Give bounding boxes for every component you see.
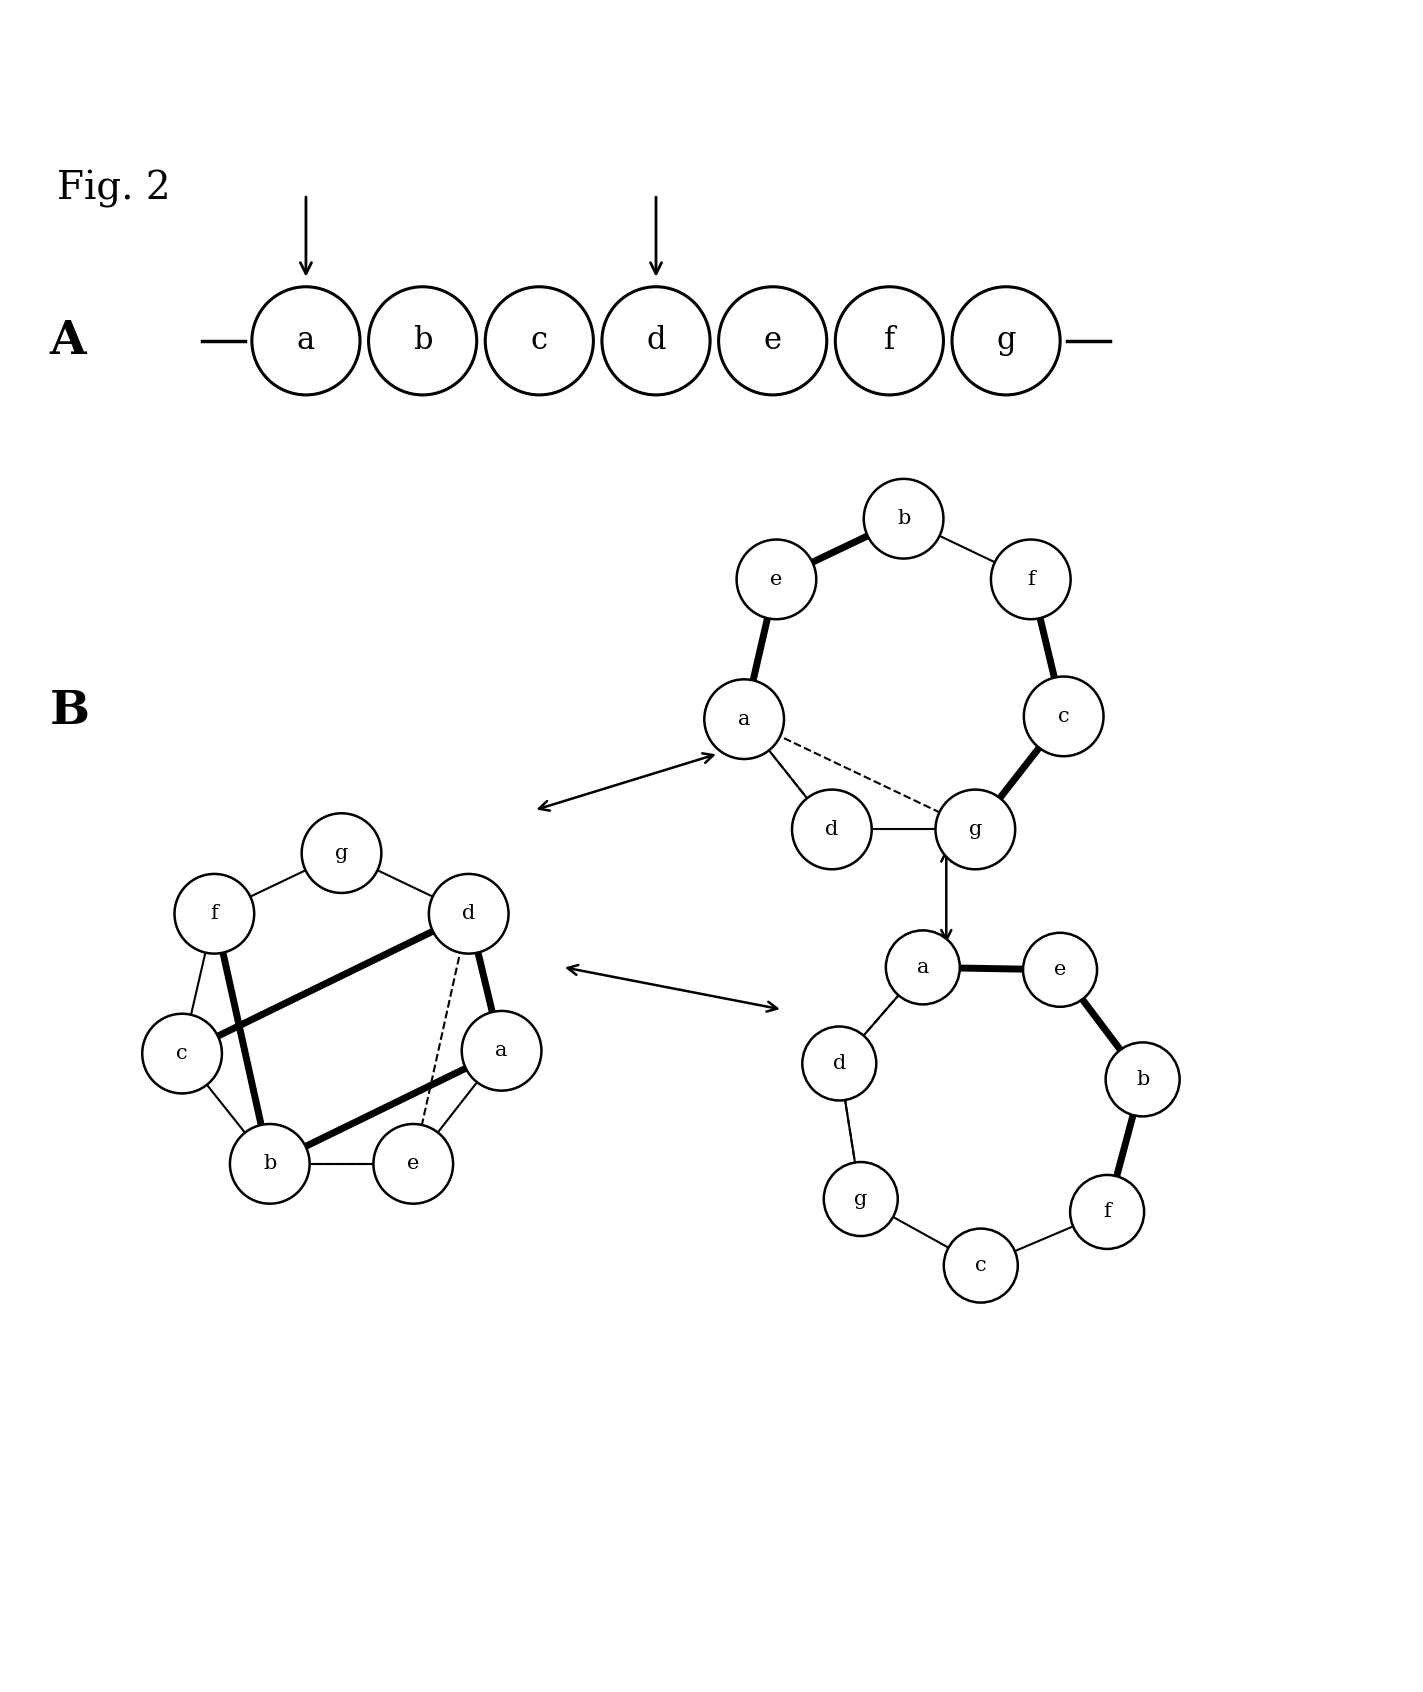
Circle shape <box>142 1014 222 1093</box>
Text: e: e <box>770 570 783 589</box>
Text: Fig. 2: Fig. 2 <box>57 171 171 208</box>
Circle shape <box>1023 677 1103 756</box>
Circle shape <box>864 479 943 558</box>
Circle shape <box>887 931 961 1005</box>
Circle shape <box>943 1228 1017 1303</box>
Text: b: b <box>1136 1069 1150 1090</box>
Text: c: c <box>531 325 548 357</box>
Circle shape <box>704 678 784 760</box>
Circle shape <box>175 875 255 954</box>
Text: f: f <box>211 904 218 924</box>
Text: g: g <box>334 844 349 863</box>
Circle shape <box>824 1162 898 1237</box>
Text: d: d <box>832 1054 845 1073</box>
Text: b: b <box>413 325 433 357</box>
Text: g: g <box>969 821 982 839</box>
Circle shape <box>602 286 710 394</box>
Circle shape <box>803 1027 877 1100</box>
Text: d: d <box>462 904 475 924</box>
Text: c: c <box>975 1255 986 1276</box>
Circle shape <box>719 286 827 394</box>
Circle shape <box>302 814 381 893</box>
Circle shape <box>793 790 872 870</box>
Text: a: a <box>739 709 750 729</box>
Text: B: B <box>50 689 90 734</box>
Circle shape <box>461 1010 541 1091</box>
Text: f: f <box>884 325 895 357</box>
Circle shape <box>835 286 943 394</box>
Text: d: d <box>646 325 666 357</box>
Circle shape <box>1023 932 1097 1007</box>
Text: g: g <box>996 325 1016 357</box>
Text: c: c <box>1057 707 1070 726</box>
Circle shape <box>428 875 508 954</box>
Circle shape <box>737 540 817 619</box>
Text: a: a <box>916 958 929 976</box>
Text: f: f <box>1103 1203 1111 1222</box>
Text: e: e <box>1054 961 1066 980</box>
Circle shape <box>231 1123 310 1203</box>
Text: e: e <box>407 1154 420 1173</box>
Text: a: a <box>297 325 314 357</box>
Text: b: b <box>896 509 911 528</box>
Circle shape <box>935 790 1015 870</box>
Circle shape <box>252 286 360 394</box>
Text: e: e <box>764 325 781 357</box>
Text: g: g <box>854 1189 868 1208</box>
Text: d: d <box>825 821 838 839</box>
Circle shape <box>990 540 1070 619</box>
Text: f: f <box>1027 570 1035 589</box>
Text: A: A <box>50 318 87 364</box>
Circle shape <box>373 1123 453 1203</box>
Text: b: b <box>263 1154 276 1173</box>
Text: a: a <box>495 1041 508 1061</box>
Circle shape <box>485 286 593 394</box>
Circle shape <box>1070 1174 1144 1249</box>
Circle shape <box>369 286 477 394</box>
Circle shape <box>1106 1042 1180 1117</box>
Circle shape <box>952 286 1060 394</box>
Text: c: c <box>176 1044 188 1063</box>
